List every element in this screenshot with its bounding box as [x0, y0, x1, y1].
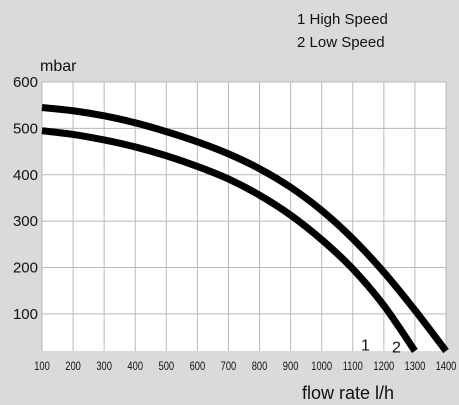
- y-tick-label: 400: [13, 167, 38, 184]
- x-tick-labels: 100 200 300 400 500 600 700 800 900 1000 1100 1200 1…: [34, 360, 456, 373]
- x-tick-label: 300: [96, 360, 112, 373]
- x-tick-label: 500: [159, 360, 175, 373]
- y-tick-label: 100: [13, 306, 38, 323]
- x-tick-label: 1400: [436, 360, 457, 373]
- x-tick-label: 700: [221, 360, 237, 373]
- x-tick-label: 200: [65, 360, 81, 373]
- curve-1: [41, 127, 418, 353]
- curve-2: [41, 104, 449, 354]
- y-axis-label: mbar: [40, 58, 77, 75]
- x-tick-label: 100: [34, 360, 50, 373]
- plot-area: [42, 82, 446, 351]
- x-axis-label: flow rate l/h: [302, 383, 394, 403]
- grid-lines: [41, 81, 447, 351]
- x-tick-label: 400: [127, 360, 143, 373]
- x-tick-label: 1000: [311, 360, 332, 373]
- curves: [41, 104, 449, 354]
- y-tick-label: 300: [13, 213, 38, 230]
- x-tick-label: 1300: [405, 360, 426, 373]
- x-tick-label: 1200: [373, 360, 394, 373]
- y-tick-labels: 100 200 300 400 500 600: [13, 74, 38, 323]
- x-tick-label: 800: [252, 360, 268, 373]
- curve-label-1: 1: [361, 337, 370, 354]
- y-tick-label: 200: [13, 260, 38, 277]
- legend-entry-low-speed: 2 Low Speed: [297, 34, 385, 51]
- legend-entry-high-speed: 1 High Speed: [297, 11, 388, 28]
- x-tick-label: 900: [283, 360, 299, 373]
- y-tick-label: 500: [13, 120, 38, 137]
- x-tick-label: 1100: [343, 360, 363, 373]
- curve-label-2: 2: [392, 340, 401, 357]
- x-tick-label: 600: [190, 360, 206, 373]
- y-tick-label: 600: [13, 74, 38, 91]
